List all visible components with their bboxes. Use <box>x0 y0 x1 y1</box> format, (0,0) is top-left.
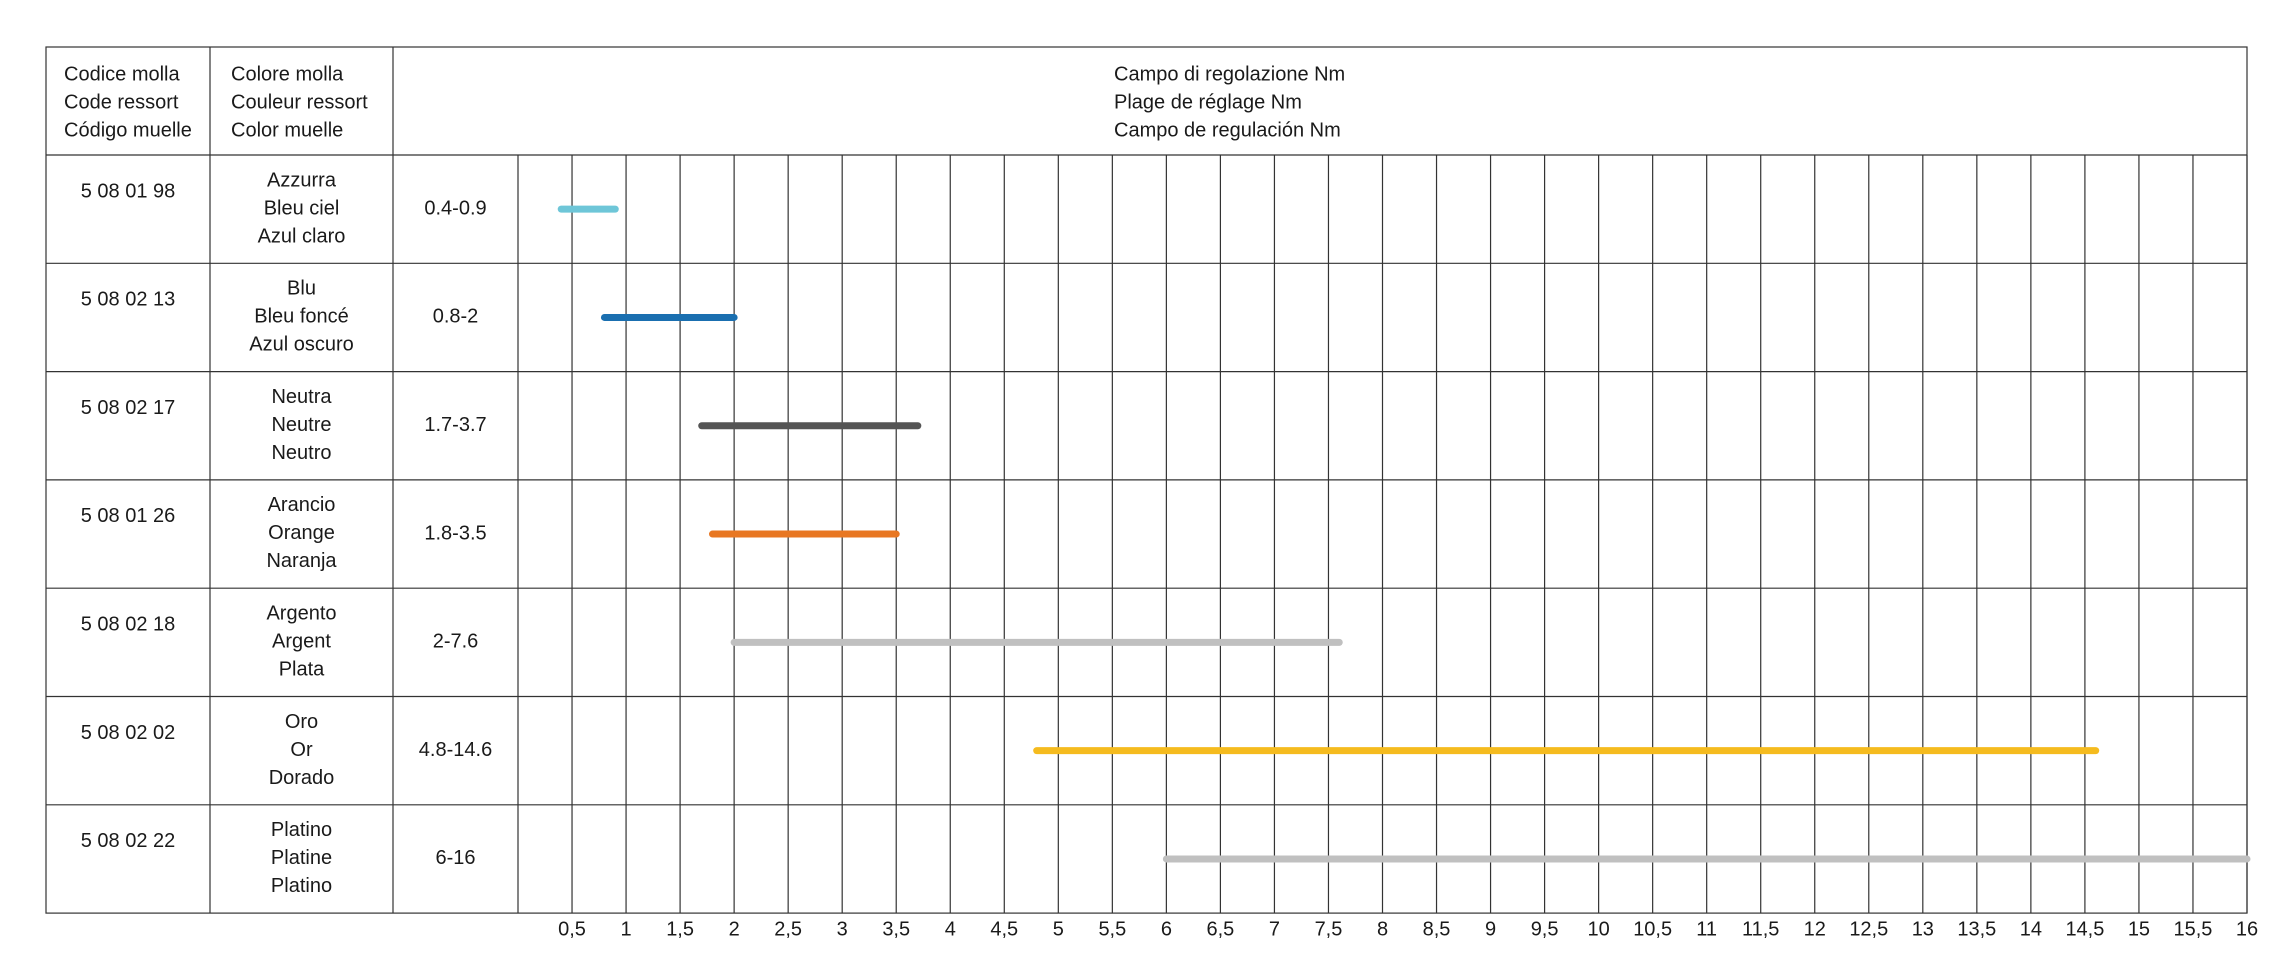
header-text: Código muelle <box>64 119 192 141</box>
x-tick-label: 3,5 <box>882 918 910 940</box>
x-tick-label: 9 <box>1485 918 1496 940</box>
spring-color-name: Naranja <box>266 550 337 572</box>
header-text: Campo de regulación Nm <box>1114 119 1341 141</box>
x-tick-label: 13 <box>1912 918 1934 940</box>
spring-code: 5 08 02 18 <box>81 613 176 635</box>
x-tick-label: 7,5 <box>1315 918 1343 940</box>
header-text: Plage de réglage Nm <box>1114 91 1302 113</box>
x-tick-label: 8,5 <box>1423 918 1451 940</box>
x-tick-label: 10 <box>1588 918 1610 940</box>
spring-color-name: Dorado <box>269 767 335 789</box>
x-tick-label: 0,5 <box>558 918 586 940</box>
x-tick-label: 3 <box>837 918 848 940</box>
header-text: Code ressort <box>64 91 179 113</box>
spring-color-name: Or <box>290 739 313 761</box>
range-label: 2-7.6 <box>433 631 479 653</box>
spring-code: 5 08 01 98 <box>81 180 176 202</box>
spring-color-name: Orange <box>268 522 335 544</box>
spring-color-name: Azzurra <box>267 169 337 191</box>
range-label: 1.8-3.5 <box>424 522 486 544</box>
x-tick-label: 15 <box>2128 918 2150 940</box>
x-tick-label: 11 <box>1696 918 1717 940</box>
spring-color-name: Azul claro <box>258 225 346 247</box>
spring-color-name: Neutre <box>271 414 331 436</box>
spring-color-name: Bleu foncé <box>254 306 349 328</box>
spring-color-name: Azul oscuro <box>249 334 354 356</box>
spring-color-name: Platine <box>271 847 332 869</box>
spring-color-name: Platino <box>271 875 332 897</box>
x-tick-label: 5,5 <box>1098 918 1126 940</box>
range-label: 1.7-3.7 <box>424 414 486 436</box>
x-tick-label: 5 <box>1053 918 1064 940</box>
x-tick-label: 11,5 <box>1742 918 1779 940</box>
x-tick-label: 16 <box>2236 918 2258 940</box>
x-tick-label: 13,5 <box>1957 918 1996 940</box>
spring-color-name: Neutra <box>271 386 332 408</box>
spring-color-name: Blu <box>287 278 316 300</box>
x-tick-label: 1 <box>621 918 632 940</box>
x-tick-label: 10,5 <box>1633 918 1672 940</box>
header-text: Codice molla <box>64 63 180 85</box>
x-tick-label: 7 <box>1269 918 1280 940</box>
range-label: 6-16 <box>435 847 475 869</box>
spring-color-name: Platino <box>271 819 332 841</box>
header-text: Campo di regolazione Nm <box>1114 63 1345 85</box>
spring-color-name: Argent <box>272 630 331 652</box>
x-tick-label: 4,5 <box>990 918 1018 940</box>
range-label: 4.8-14.6 <box>419 739 492 761</box>
spring-color-name: Arancio <box>268 494 336 516</box>
spring-color-name: Plata <box>279 658 325 680</box>
spring-color-name: Neutro <box>271 442 331 464</box>
spring-code: 5 08 02 17 <box>81 397 176 419</box>
x-tick-label: 6,5 <box>1207 918 1235 940</box>
range-label: 0.4-0.9 <box>424 197 486 219</box>
spring-code: 5 08 02 22 <box>81 830 176 852</box>
range-label: 0.8-2 <box>433 306 479 328</box>
x-tick-label: 4 <box>945 918 956 940</box>
spring-color-name: Oro <box>285 711 318 733</box>
x-tick-label: 6 <box>1161 918 1172 940</box>
x-tick-label: 8 <box>1377 918 1388 940</box>
header-text: Couleur ressort <box>231 91 368 113</box>
x-tick-label: 2 <box>729 918 740 940</box>
spring-color-name: Argento <box>266 602 336 624</box>
spring-code: 5 08 02 02 <box>81 722 176 744</box>
x-tick-label: 12 <box>1804 918 1826 940</box>
x-tick-label: 1,5 <box>666 918 694 940</box>
spring-code: 5 08 01 26 <box>81 505 176 527</box>
x-tick-label: 2,5 <box>774 918 802 940</box>
header-text: Colore molla <box>231 63 344 85</box>
header-text: Color muelle <box>231 119 343 141</box>
spring-color-name: Bleu ciel <box>264 197 340 219</box>
x-tick-label: 14 <box>2020 918 2042 940</box>
x-tick-label: 9,5 <box>1531 918 1559 940</box>
x-tick-label: 15,5 <box>2174 918 2213 940</box>
spring-code: 5 08 02 13 <box>81 289 176 311</box>
x-tick-label: 12,5 <box>1849 918 1888 940</box>
x-tick-label: 14,5 <box>2065 918 2104 940</box>
